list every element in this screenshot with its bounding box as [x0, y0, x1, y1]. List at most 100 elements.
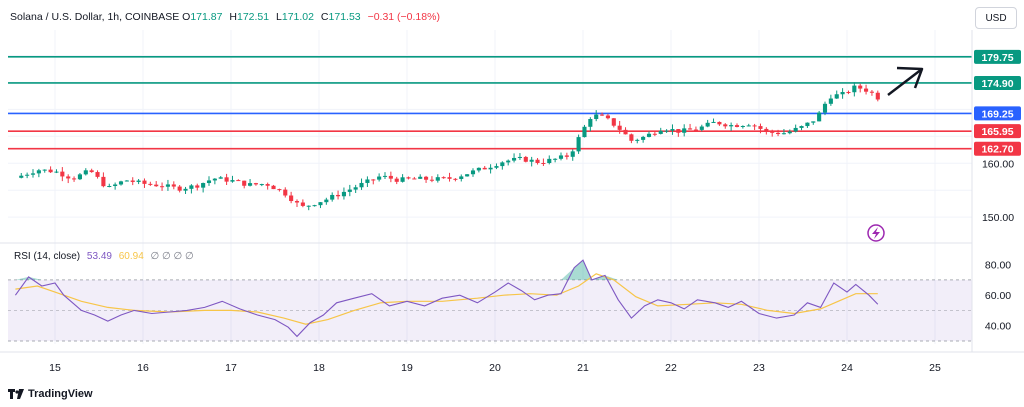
candle-body — [300, 202, 305, 206]
candle-body — [776, 132, 781, 135]
candle-body — [330, 194, 335, 200]
candle-body — [582, 126, 587, 138]
candle-body — [547, 158, 552, 164]
candle-body — [30, 173, 36, 175]
rsi-header: RSI (14, close) 53.49 60.94 ∅ ∅ ∅ ∅ — [14, 251, 194, 262]
rsi-y-tick-label: 60.00 — [985, 290, 1011, 302]
candle-body — [822, 103, 828, 113]
candle-body — [482, 167, 487, 170]
candle-body — [787, 131, 792, 134]
candle-body — [195, 185, 200, 188]
candle-body — [564, 155, 569, 157]
candle-body — [764, 128, 769, 131]
open-value: 171.87 — [190, 11, 223, 23]
candle-body — [283, 189, 288, 196]
candle-body — [424, 176, 429, 180]
candle-body — [869, 91, 874, 93]
level-label: 174.90 — [981, 78, 1013, 90]
candle-body — [623, 129, 628, 135]
candle-body — [160, 186, 165, 188]
candle-body — [476, 167, 481, 171]
candle-body — [541, 162, 546, 164]
candle-body — [670, 129, 675, 131]
x-tick-label: 20 — [489, 362, 501, 374]
candle-body — [177, 186, 182, 191]
candle-body — [289, 195, 294, 202]
candle-body — [318, 202, 323, 206]
level-label-box — [974, 75, 1021, 90]
candle-body — [435, 177, 440, 181]
candle-body — [846, 92, 851, 94]
x-tick-label: 25 — [929, 362, 941, 374]
candle-body — [54, 171, 59, 173]
rsi-overbought-fill — [15, 260, 619, 280]
rsi-title: RSI (14, close) — [14, 251, 81, 262]
tradingview-logo-icon — [8, 389, 24, 399]
candle-body — [341, 191, 346, 197]
candle-body — [594, 114, 599, 120]
x-tick-label: 16 — [137, 362, 149, 374]
candle-body — [48, 169, 53, 173]
tradingview-brand[interactable]: TradingView — [8, 388, 93, 400]
candle-body — [717, 121, 722, 125]
rsi-overbought-area — [561, 260, 592, 280]
candle-body — [793, 127, 798, 132]
candle-body — [142, 180, 147, 184]
candle-body — [253, 183, 258, 185]
candle-body — [265, 184, 270, 186]
candle-body — [875, 92, 880, 100]
candle-body — [459, 176, 464, 180]
candle-body — [676, 129, 681, 133]
level-label-box — [974, 49, 1021, 64]
candle-body — [312, 205, 317, 207]
y-tick-label: 160.00 — [982, 158, 1014, 170]
candle-body — [570, 151, 575, 157]
candle-body — [817, 112, 822, 122]
candle-body — [699, 126, 704, 130]
candle-body — [811, 121, 816, 123]
candle-body — [447, 177, 452, 179]
candle-body — [629, 134, 634, 141]
rsi-ma-value: 60.94 — [118, 251, 144, 262]
candle-body — [136, 180, 141, 182]
candle-body — [171, 184, 176, 187]
candle-body — [723, 124, 728, 127]
rsi-y-tick-label: 40.00 — [985, 321, 1011, 333]
rsi-ma-line — [15, 273, 878, 325]
candle-body — [711, 121, 716, 123]
candle-body — [224, 177, 229, 182]
candle-body — [558, 155, 564, 159]
candle-body — [359, 182, 364, 188]
candle-body — [336, 194, 341, 197]
candle-body — [488, 167, 493, 170]
x-tick-label: 19 — [401, 362, 413, 374]
lightning-icon[interactable] — [867, 224, 885, 242]
candle-body — [95, 172, 100, 177]
x-tick-label: 24 — [841, 362, 853, 374]
candle-body — [294, 201, 300, 203]
x-tick-label: 17 — [225, 362, 237, 374]
candle-body — [646, 133, 652, 137]
candle-body — [36, 170, 41, 174]
ohlc-header: Solana / U.S. Dollar, 1h, COINBASE O171.… — [10, 11, 440, 23]
candle-body — [236, 180, 241, 182]
close-value: 171.53 — [328, 11, 361, 23]
candle-body — [752, 125, 757, 127]
currency-button[interactable]: USD — [975, 7, 1017, 29]
candle-body — [852, 85, 857, 93]
candle-body — [130, 180, 135, 182]
candle-body — [248, 183, 253, 186]
candle-body — [705, 122, 710, 127]
candle-body — [113, 184, 118, 186]
candle-body — [840, 92, 845, 95]
candle-body — [353, 187, 358, 190]
candle-body — [394, 178, 399, 182]
candle-body — [60, 171, 65, 177]
y-tick-label: 150.00 — [982, 212, 1014, 224]
level-label: 169.25 — [981, 108, 1013, 120]
candle-body — [453, 178, 458, 180]
candle-body — [465, 174, 470, 177]
rsi-lines — [14, 259, 879, 338]
candle-body — [494, 166, 499, 168]
